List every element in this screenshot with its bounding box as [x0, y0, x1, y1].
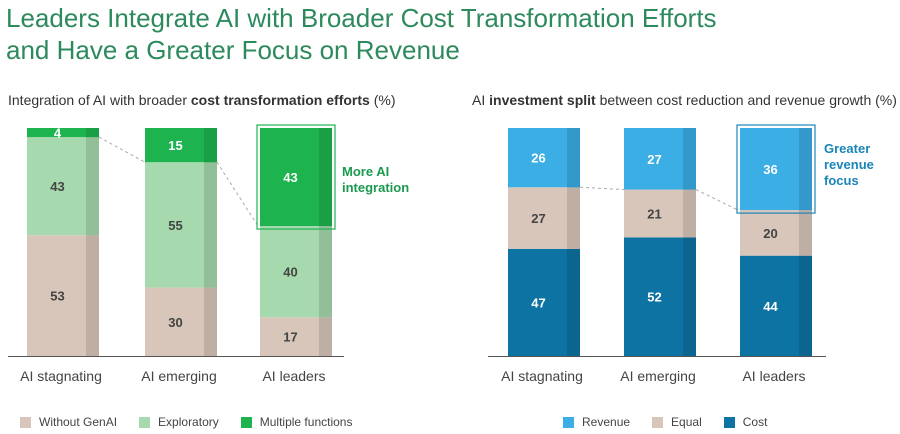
right-bar-1-revenue-shadow	[567, 128, 580, 188]
right-annotation-line-3: focus	[824, 173, 859, 188]
left-bar-3-exploratory-shadow	[319, 226, 332, 318]
left-chart-subtitle: Integration of AI with broader cost tran…	[8, 92, 395, 108]
left-bar-2-without-genai-shadow	[204, 287, 217, 356]
right-legend-item-2: Equal	[652, 415, 702, 429]
right-legend-item-1: Revenue	[563, 415, 630, 429]
left-dashed-connector-2	[216, 161, 259, 227]
right-data-label-2-2: 21	[647, 207, 661, 222]
right-data-label-3-3: 36	[763, 162, 777, 177]
right-chart-subtitle: AI investment split between cost reducti…	[472, 92, 897, 108]
left-legend-label-1: Without GenAI	[39, 415, 118, 429]
right-category-label-1: AI stagnating	[501, 368, 583, 384]
right-data-label-1-1: 47	[531, 295, 545, 310]
right-bar-1-cost-shadow	[567, 248, 580, 356]
left-data-label-2-1: 30	[168, 315, 182, 330]
right-bar-2-equal-shadow	[683, 189, 696, 238]
right-bar-2-revenue-shadow	[683, 128, 696, 190]
left-legend-swatch-2	[139, 416, 151, 428]
left-bar-1-without-genai-shadow	[86, 235, 99, 356]
left-data-label-1-3: 4	[54, 126, 62, 141]
right-bar-3-cost-shadow	[799, 255, 812, 356]
right-data-label-2-1: 52	[647, 290, 661, 305]
left-data-label-2-3: 15	[168, 138, 182, 153]
left-bar-3-multiple-functions-shadow	[319, 128, 332, 227]
left-bar-1-multiple-functions-shadow	[86, 128, 99, 138]
right-category-label-3: AI leaders	[742, 368, 805, 384]
right-chart-legend: Revenue Equal Cost	[563, 415, 789, 429]
right-legend-label-1: Revenue	[582, 415, 631, 429]
page-title-line-1: Leaders Integrate AI with Broader Cost T…	[6, 3, 717, 33]
left-legend-label-2: Exploratory	[158, 415, 219, 429]
right-bar-1-equal-shadow	[567, 187, 580, 249]
right-legend-swatch-1	[563, 416, 574, 428]
left-legend-item-1: Without GenAI	[20, 415, 117, 429]
right-legend-item-3: Cost	[723, 415, 768, 429]
left-category-label-3: AI leaders	[262, 368, 325, 384]
right-data-label-1-3: 26	[531, 151, 545, 166]
left-legend-item-2: Exploratory	[139, 415, 219, 429]
left-dashed-connector-1	[98, 136, 146, 163]
right-data-label-3-1: 44	[763, 299, 778, 314]
left-annotation-line-1: More AI	[342, 164, 389, 179]
right-bar-2-cost-shadow	[683, 237, 696, 356]
left-data-label-3-2: 40	[283, 265, 297, 280]
left-bar-2-exploratory-shadow	[204, 162, 217, 288]
left-data-label-3-3: 43	[283, 170, 297, 185]
left-bar-1-exploratory-shadow	[86, 137, 99, 236]
right-legend-swatch-3	[723, 416, 735, 428]
left-highlight-box	[256, 124, 336, 230]
left-annotation-line-2: integration	[342, 180, 409, 195]
right-dashed-connector-2	[695, 189, 739, 211]
right-bar-3-equal-shadow	[799, 210, 812, 256]
left-bar-2-multiple-functions-shadow	[204, 128, 217, 163]
right-subtitle-bold: investment split	[489, 92, 596, 108]
right-dashed-connector-1	[579, 186, 625, 191]
left-legend-label-3: Multiple functions	[259, 415, 353, 429]
left-legend-swatch-3	[240, 416, 252, 428]
left-bar-1-multiple-functions-segment	[27, 128, 99, 138]
right-legend-swatch-2	[652, 416, 664, 428]
left-bar-3-without-genai-shadow	[319, 317, 332, 356]
left-category-label-1: AI stagnating	[20, 368, 102, 384]
right-bar-3-revenue-shadow	[799, 128, 812, 211]
page-title: Leaders Integrate AI with Broader Cost T…	[6, 2, 717, 66]
page-title-line-2: and Have a Greater Focus on Revenue	[6, 35, 460, 65]
left-data-label-3-1: 17	[283, 330, 297, 345]
right-subtitle-prefix: AI	[472, 92, 490, 108]
left-data-label-2-2: 55	[168, 218, 182, 233]
right-annotation-line-2: revenue	[824, 157, 874, 172]
left-chart-legend: Without GenAI Exploratory Multiple functio…	[20, 415, 374, 429]
left-category-label-2: AI emerging	[141, 368, 216, 384]
right-legend-label-2: Equal	[671, 415, 702, 429]
right-legend-label-3: Cost	[742, 415, 768, 429]
left-data-label-1-1: 53	[50, 289, 64, 304]
right-subtitle-suffix: between cost reduction and revenue growt…	[595, 92, 897, 108]
left-subtitle-prefix: Integration of AI with broader	[8, 92, 191, 108]
left-legend-swatch-1	[20, 416, 31, 428]
right-highlight-box	[736, 124, 816, 214]
left-subtitle-suffix: (%)	[369, 92, 396, 108]
left-data-label-1-2: 43	[50, 179, 64, 194]
right-data-label-2-3: 27	[647, 152, 661, 167]
right-data-label-1-2: 27	[531, 211, 545, 226]
left-legend-item-3: Multiple functions	[240, 415, 353, 429]
right-annotation-line-1: Greater	[824, 141, 870, 156]
right-data-label-3-2: 20	[763, 226, 777, 241]
left-subtitle-bold: cost transformation efforts	[190, 92, 370, 108]
right-category-label-2: AI emerging	[620, 368, 695, 384]
